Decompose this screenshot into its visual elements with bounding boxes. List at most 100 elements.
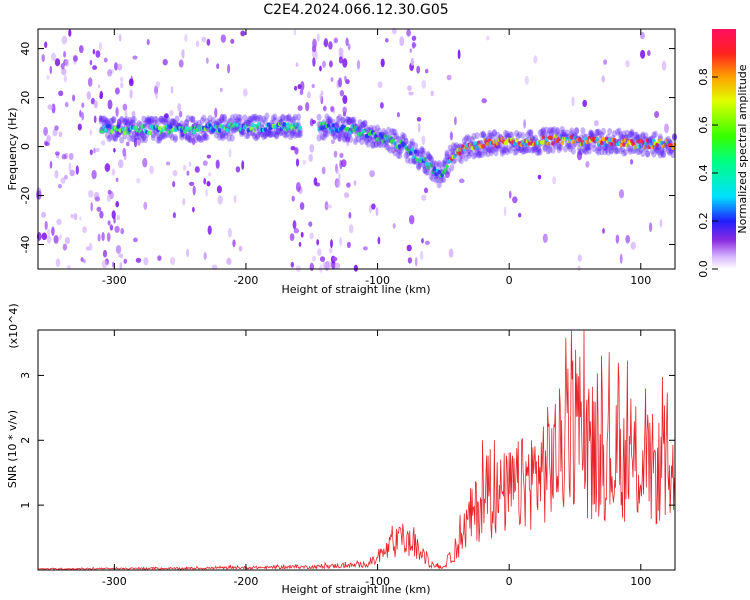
spectrogram-point (158, 133, 164, 141)
spectrogram-point (81, 102, 85, 108)
spectrogram-point (594, 147, 600, 154)
spectrogram-point (375, 124, 381, 132)
spectrogram-point (542, 143, 548, 151)
spectrogram-point (586, 147, 592, 155)
spectrogram-point (377, 81, 383, 89)
spectrogram-point (595, 137, 599, 142)
spectrogram-point (380, 134, 385, 139)
spectrogram-point (187, 135, 193, 143)
spectrogram-point (150, 131, 156, 139)
spectrogram-point (515, 144, 521, 152)
spectrogram-point (152, 127, 158, 135)
spectrogram-point (642, 145, 647, 150)
spectrogram-point (434, 172, 438, 177)
spectrogram-point (338, 56, 343, 64)
spectrogram-point (70, 214, 74, 219)
spectrogram-point (218, 116, 224, 124)
spectrogram-point (55, 258, 61, 268)
spectrogram-point (465, 134, 471, 141)
spectrogram-point (552, 176, 557, 185)
spectrogram-point (446, 167, 452, 175)
spectrogram-point (479, 151, 485, 159)
spectrogram-point (295, 182, 301, 192)
spectrogram-point (328, 247, 333, 254)
spectrogram-point (466, 135, 472, 143)
spectrogram-point (252, 128, 257, 133)
spectrogram-point (345, 115, 351, 123)
spectrogram-point (312, 57, 316, 67)
spectrogram-point (392, 128, 398, 136)
spectrogram-point (269, 130, 275, 138)
spectrogram-point (330, 77, 334, 82)
spectrogram-point (203, 252, 207, 260)
spectrogram-point (105, 118, 110, 125)
spectrogram-point (433, 160, 439, 168)
spectrogram-point (311, 83, 315, 89)
spectrogram-point (228, 129, 234, 136)
spectrogram-point (328, 41, 333, 50)
spectrogram-point (514, 147, 519, 155)
spectrogram-point (81, 111, 84, 121)
spectrogram-point (294, 130, 300, 138)
spectrogram-point (325, 261, 332, 269)
spectrogram-point (515, 144, 521, 152)
spectrogram-point (343, 132, 349, 140)
spectrogram-point (130, 135, 136, 143)
spectrogram-point (160, 117, 166, 125)
spectrogram-point (142, 120, 148, 128)
spectrogram-point (149, 116, 155, 124)
spectrogram-point (123, 130, 127, 135)
spectrogram-point (454, 116, 457, 126)
spectrogram-point (131, 135, 137, 143)
spectrogram-point (504, 130, 510, 138)
spectrogram-point (360, 132, 366, 140)
spectrogram-point (492, 139, 497, 144)
spectrogram-point (608, 147, 614, 155)
spectrogram-point (615, 128, 621, 136)
spectrogram-point (179, 120, 185, 128)
spectrogram-point (547, 127, 553, 135)
spectrogram-point (64, 101, 69, 108)
spectrogram-point (133, 133, 139, 141)
spectrogram-point (237, 114, 243, 122)
spectrogram-point (627, 130, 633, 138)
spectrogram-point (414, 149, 420, 157)
spectrogram-point (117, 63, 123, 71)
spectrogram-point (280, 113, 286, 121)
spectrogram-point (98, 115, 103, 122)
spectrogram-point (540, 128, 546, 136)
spectrogram-point (129, 89, 133, 99)
spectrogram-point (125, 121, 131, 129)
spectrogram-point (289, 128, 295, 136)
spectrogram-point (507, 146, 513, 154)
spectrogram-point (399, 36, 405, 47)
y-tick-label: 2 (19, 437, 32, 444)
spectrogram-point (481, 98, 487, 104)
spectrogram-point (567, 145, 573, 153)
spectrogram-point (264, 130, 270, 138)
spectrogram-point (89, 59, 93, 66)
spectrogram-point (556, 141, 562, 149)
spectrogram-point (540, 126, 546, 134)
spectrogram-point (115, 244, 122, 254)
spectrogram-point (520, 132, 526, 139)
spectrogram-point (313, 177, 318, 186)
x-tick-label: -300 (102, 274, 127, 287)
spectrogram-point (93, 115, 97, 124)
spectrogram-point (122, 117, 128, 125)
spectrogram-point (507, 131, 513, 139)
spectrogram-point (220, 134, 226, 142)
spectrogram-point (251, 122, 255, 128)
spectrogram-point (108, 118, 114, 125)
spectrogram-point (362, 120, 368, 128)
spectrogram-point (295, 158, 300, 167)
spectrogram-point (163, 130, 169, 138)
spectrogram-point (540, 140, 544, 145)
spectrogram-point (257, 121, 261, 127)
spectrogram-point (240, 128, 246, 135)
spectrogram-point (152, 115, 158, 123)
spectrogram-point (292, 220, 297, 230)
spectrogram-point (397, 152, 403, 159)
spectrogram-point (201, 133, 207, 141)
spectrogram-point (291, 195, 295, 202)
